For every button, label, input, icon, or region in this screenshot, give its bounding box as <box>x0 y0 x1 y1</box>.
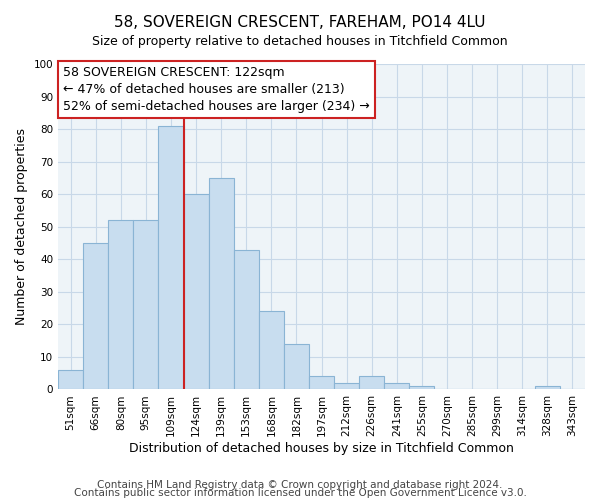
Bar <box>535 386 560 390</box>
Y-axis label: Number of detached properties: Number of detached properties <box>15 128 28 325</box>
Text: Contains HM Land Registry data © Crown copyright and database right 2024.: Contains HM Land Registry data © Crown c… <box>97 480 503 490</box>
Bar <box>309 376 334 390</box>
Text: Size of property relative to detached houses in Titchfield Common: Size of property relative to detached ho… <box>92 35 508 48</box>
Bar <box>359 376 384 390</box>
Bar <box>209 178 233 390</box>
Bar <box>83 243 108 390</box>
Bar <box>184 194 209 390</box>
Text: Contains public sector information licensed under the Open Government Licence v3: Contains public sector information licen… <box>74 488 526 498</box>
Bar <box>259 312 284 390</box>
Bar <box>284 344 309 390</box>
Text: 58, SOVEREIGN CRESCENT, FAREHAM, PO14 4LU: 58, SOVEREIGN CRESCENT, FAREHAM, PO14 4L… <box>114 15 486 30</box>
Bar <box>384 383 409 390</box>
Text: 58 SOVEREIGN CRESCENT: 122sqm
← 47% of detached houses are smaller (213)
52% of : 58 SOVEREIGN CRESCENT: 122sqm ← 47% of d… <box>64 66 370 112</box>
Bar <box>233 250 259 390</box>
X-axis label: Distribution of detached houses by size in Titchfield Common: Distribution of detached houses by size … <box>129 442 514 455</box>
Bar <box>133 220 158 390</box>
Bar <box>58 370 83 390</box>
Bar <box>334 383 359 390</box>
Bar <box>409 386 434 390</box>
Bar <box>158 126 184 390</box>
Bar <box>108 220 133 390</box>
